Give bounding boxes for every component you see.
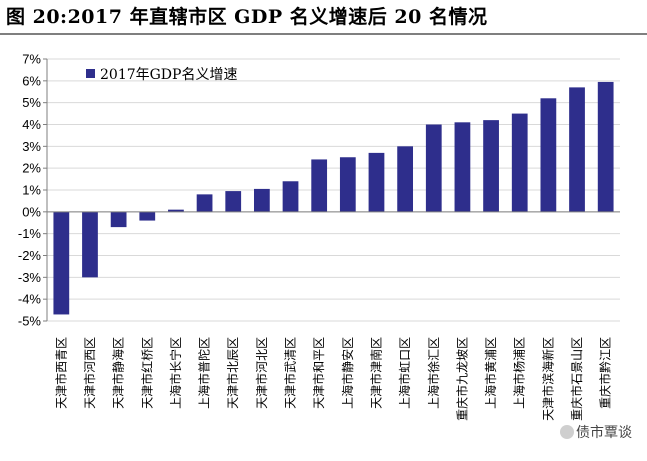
x-category-label: 上海市静安区 bbox=[340, 337, 355, 409]
y-tick-label: -4% bbox=[18, 292, 42, 307]
legend-swatch bbox=[86, 69, 95, 78]
y-tick-label: 3% bbox=[22, 139, 41, 154]
x-category-label: 上海市长宁区 bbox=[168, 337, 183, 409]
bar bbox=[368, 152, 385, 212]
bar bbox=[483, 120, 499, 212]
legend: 2017年GDP名义增速 bbox=[86, 67, 237, 83]
bar bbox=[53, 211, 70, 315]
x-category-label: 天津市津南区 bbox=[368, 337, 383, 409]
title-rule bbox=[0, 33, 647, 35]
gridlines bbox=[47, 58, 620, 322]
y-tick-label: 1% bbox=[22, 183, 41, 198]
x-category-label: 天津市红桥区 bbox=[139, 337, 154, 409]
y-tick-label: 7% bbox=[22, 52, 41, 67]
x-category-label: 重庆市黔江区 bbox=[598, 337, 613, 409]
bar bbox=[110, 211, 127, 228]
x-category-label: 天津市和平区 bbox=[311, 337, 326, 409]
bar bbox=[397, 146, 414, 212]
bar bbox=[82, 211, 98, 278]
x-axis-categories: 天津市西青区 天津市河西区 天津市静海区 天津市红桥区 上海市长宁区 上海市普陀区 天津市北… bbox=[53, 337, 612, 421]
x-category-label: 天津市北辰区 bbox=[225, 337, 240, 409]
y-tick-label: -1% bbox=[18, 226, 42, 241]
x-category-label: 天津市西青区 bbox=[53, 337, 68, 409]
x-category-label: 天津市静海区 bbox=[111, 337, 126, 409]
bar bbox=[597, 81, 614, 212]
bar bbox=[311, 159, 328, 212]
bars bbox=[47, 81, 620, 315]
figure-title: 图 20:2017 年直辖市区 GDP 名义增速后 20 名情况 bbox=[6, 6, 488, 28]
y-tick-label: 6% bbox=[22, 73, 41, 88]
legend-label: 2017年GDP名义增速 bbox=[100, 67, 237, 83]
y-tick-label: 0% bbox=[22, 204, 41, 219]
x-category-label: 天津市滨海新区 bbox=[540, 337, 555, 421]
bar bbox=[196, 194, 213, 212]
watermark-text: 债市覃谈 bbox=[576, 425, 632, 441]
bar bbox=[139, 211, 156, 221]
bar bbox=[282, 181, 299, 212]
x-category-label: 上海市虹口区 bbox=[397, 337, 412, 409]
x-category-label: 上海市普陀区 bbox=[197, 337, 212, 409]
wechat-icon bbox=[560, 425, 574, 439]
bar bbox=[253, 188, 270, 212]
y-tick-label: -5% bbox=[18, 314, 42, 329]
x-category-label: 重庆市石景山区 bbox=[569, 337, 584, 421]
bar bbox=[454, 122, 471, 212]
x-category-label: 天津市河北区 bbox=[254, 337, 269, 409]
x-category-label: 天津市河西区 bbox=[82, 337, 97, 409]
x-category-label: 上海市杨浦区 bbox=[512, 337, 527, 409]
x-category-label: 重庆市九龙坡区 bbox=[454, 337, 469, 421]
bar bbox=[569, 87, 585, 212]
y-axis-ticks: 7% 6% 5% 4% 3% 2% 1% 0% -1% -2% -3% -4% -5% bbox=[18, 52, 48, 329]
y-tick-label: -2% bbox=[18, 248, 42, 263]
y-tick-label: 4% bbox=[22, 117, 41, 132]
x-category-label: 上海市徐汇区 bbox=[426, 337, 441, 409]
bar bbox=[511, 113, 528, 212]
y-tick-label: 2% bbox=[22, 161, 41, 176]
bar bbox=[168, 209, 184, 212]
x-category-label: 天津市武清区 bbox=[283, 337, 298, 409]
x-category-label: 上海市黄浦区 bbox=[483, 337, 498, 409]
bar bbox=[225, 191, 242, 212]
bar bbox=[425, 124, 442, 212]
y-tick-label: -3% bbox=[18, 270, 42, 285]
y-tick-label: 5% bbox=[22, 95, 41, 110]
bar bbox=[540, 98, 557, 212]
bar bbox=[339, 157, 356, 212]
watermark: 债市覃谈 bbox=[557, 421, 635, 443]
